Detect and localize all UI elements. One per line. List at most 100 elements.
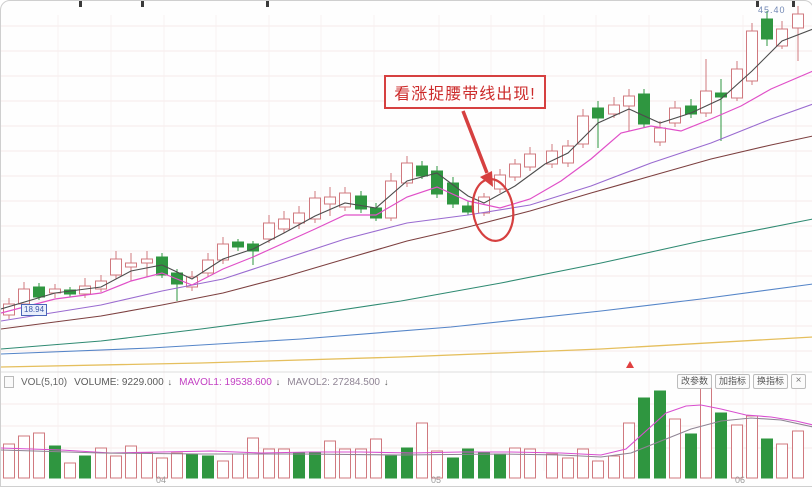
volume-bar [669,418,681,479]
volume-bar [33,432,45,479]
ma-line-dark [1,28,812,310]
down-arrow-icon: ↓ [167,377,173,387]
ma-line-violet [1,103,812,322]
volume-bar [494,453,506,479]
candle-body [385,180,397,219]
candle-body [638,93,650,125]
ma-line-teal [1,218,812,350]
volume-bar [247,437,259,479]
volume-bar [761,438,773,479]
candle-body [623,95,635,107]
candle-body [416,165,428,177]
volume-bar [592,460,604,479]
volume-bar [447,457,459,479]
candle-body [324,196,336,205]
volume-bar [401,447,413,479]
ma-line-blue [1,283,812,355]
volume-bar [431,450,443,479]
volume-bar [546,453,558,479]
candle-body [309,197,321,220]
volume-bar [263,448,275,479]
volume-bar [171,452,183,479]
volume-bar [700,387,712,479]
volume-bar [232,453,244,479]
volume-indicator-label: VOL(5,10) [21,376,68,388]
volume-bar [278,448,290,479]
candle-body [562,145,574,164]
volume-bar [746,415,758,479]
volume-bar [309,452,321,479]
candle-body [125,262,137,268]
volume-bar [355,448,367,479]
candle-body [293,212,305,224]
candle-body [731,68,743,99]
candle-body [110,258,122,276]
candle-body [263,222,275,240]
volume-bar [562,457,574,479]
volume-bar [64,462,76,479]
candle-body [608,104,620,115]
volume-value: VOLUME: 9229.000 [74,376,164,388]
volume-bar [462,448,474,479]
volume-bar [49,445,61,479]
top-tick-mark [792,1,795,7]
volume-bar [524,448,536,479]
volume-bar [478,452,490,479]
candle-body [592,107,604,119]
candle-body [447,182,459,205]
volume-bar [95,447,107,479]
indicator-icon[interactable] [4,376,14,388]
change-params-button[interactable]: 改参数 [676,374,712,389]
volume-bar [416,422,428,479]
price-tag-top-right: 45.40 [758,5,786,15]
candle-body [654,127,666,143]
candle-body [577,115,589,145]
volume-bar [731,424,743,479]
x-axis-label-04: 04 [156,475,167,485]
candle-body [217,243,229,261]
candle-body [401,162,413,184]
volume-ma-line-mavol1 [1,404,812,456]
ma-line-orange [1,336,812,368]
red-signal-marker-icon [626,361,634,368]
switch-indicator-button[interactable]: 换指标 [752,374,788,389]
candle-body [33,286,45,298]
down-arrow-icon: ↓ [275,377,281,387]
candle-body [792,13,804,29]
top-tick-mark [141,1,144,7]
candle-body [761,18,773,40]
volume-bar [776,443,788,479]
candle-body [524,153,536,168]
volume-bar [654,390,666,479]
ma-line-maroon [1,135,812,330]
add-indicator-button[interactable]: 加指标 [714,374,750,389]
candle-body [669,107,681,124]
volume-header: VOL(5,10) VOLUME: 9229.000 ↓ MAVOL1: 195… [4,375,388,389]
volume-bar [141,452,153,479]
top-tick-mark [79,1,82,7]
candle-body [339,192,351,208]
down-arrow-icon: ↓ [383,377,389,387]
volume-bar [608,455,620,479]
candle-body [278,218,290,230]
candle-body [95,280,107,290]
volume-bar [186,453,198,479]
top-tick-mark [756,1,759,7]
candle-body [141,258,153,264]
volume-bar [3,443,15,479]
close-icon[interactable]: × [791,374,806,389]
volume-bar [685,433,697,479]
callout-box: 看涨捉腰带线出现! [384,75,546,109]
ma-line-magenta [1,70,812,314]
highlight-ellipse [471,178,515,242]
candle-body [715,92,727,98]
candle-body [776,28,788,47]
volume-bar [638,397,650,479]
volume-bar [18,435,30,479]
candle-body [746,30,758,82]
volume-bar [293,452,305,479]
volume-bar [385,455,397,479]
x-axis-label-06: 06 [735,475,746,485]
mavol1-value: MAVOL1: 19538.600 [179,376,272,388]
